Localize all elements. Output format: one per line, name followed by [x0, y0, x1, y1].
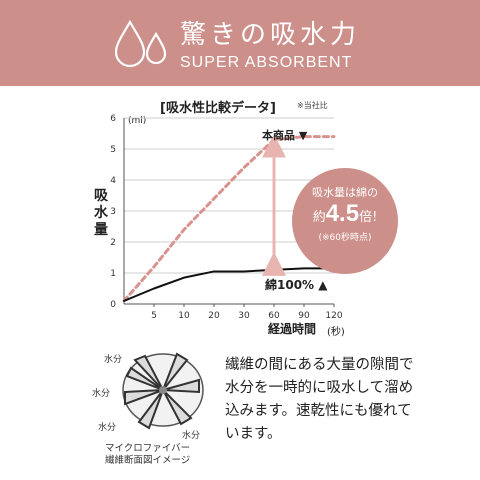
water-label: 水分 — [104, 355, 123, 365]
y-axis-label: 吸水量 — [94, 188, 108, 238]
y-tick-label: 3 — [110, 207, 116, 217]
x-tick-label: 20 — [208, 311, 220, 321]
chart-title: [吸水性比較データ] — [160, 101, 276, 116]
x-axis-label: 経過時間 — [268, 322, 317, 336]
y-tick-label: 1 — [110, 269, 116, 279]
x-unit: (秒) — [327, 327, 345, 338]
header-banner: 驚きの吸水力 SUPER ABSORBENT — [0, 0, 480, 86]
x-tick-label: 90 — [298, 311, 310, 321]
callout-ratio: 約4.5倍! — [312, 200, 378, 227]
chart-note: ※当社比 — [297, 101, 328, 110]
x-tick-label: 60 — [268, 311, 280, 321]
y-tick-label: 2 — [110, 238, 116, 248]
callout-line1: 吸水量は綿の — [312, 186, 378, 199]
y-tick-label: 0 — [110, 300, 116, 310]
x-tick-label: 10 — [178, 311, 190, 321]
legend-cotton: 綿100% ▲ — [265, 278, 328, 292]
y-tick-label: 4 — [110, 176, 116, 186]
banner-subtitle: SUPER ABSORBENT — [180, 54, 353, 71]
y-tick-label: 6 — [110, 114, 116, 124]
y-unit: (ml) — [128, 116, 147, 126]
x-tick-label: 120 — [325, 311, 342, 321]
callout-badge: 吸水量は綿の 約4.5倍! (※60秒時点) — [292, 168, 398, 274]
series-line-0 — [122, 135, 336, 303]
fiber-caption: マイクロファイバー 繊維断面図イメージ — [105, 443, 191, 466]
banner-title: 驚きの吸水力 — [180, 20, 361, 50]
water-drops-icon — [114, 19, 167, 68]
legend-product: 本商品 ▼ — [262, 129, 308, 142]
series-line-1 — [123, 267, 335, 302]
fiber-cross-section-illustration — [122, 352, 204, 430]
water-label: 水分 — [182, 431, 201, 441]
x-tick-label: 30 — [238, 311, 250, 321]
callout-note: (※60秒時点) — [318, 233, 372, 243]
x-tick-label: 5 — [151, 311, 157, 321]
description-text: 繊維の間にある大量の隙間で水分を一時的に吸水して溜め込みます。速乾性にも優れてい… — [225, 357, 414, 442]
water-label: 水分 — [92, 389, 111, 399]
y-tick-label: 5 — [110, 145, 116, 155]
water-label: 水分 — [98, 423, 117, 433]
